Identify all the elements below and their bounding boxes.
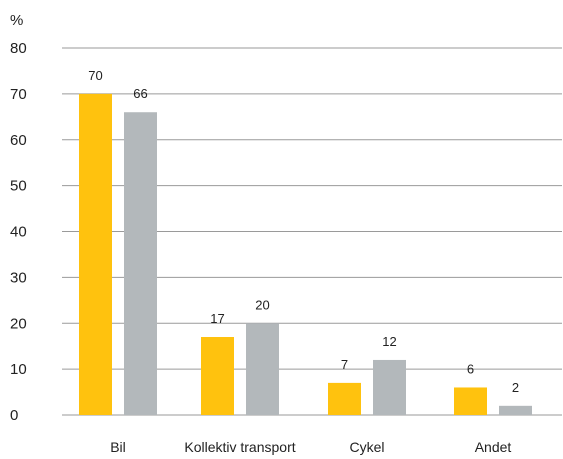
bar-2-0: [328, 382, 361, 415]
y-tick-label-20: 20: [10, 315, 27, 332]
category-label-0: Bil: [110, 439, 126, 455]
data-label-3-0: 6: [467, 361, 474, 376]
bar-3-1: [499, 405, 532, 415]
y-tick-label-40: 40: [10, 224, 27, 241]
bar-1-1: [246, 323, 279, 415]
data-label-1-0: 17: [210, 311, 224, 326]
y-tick-label-0: 0: [10, 407, 18, 424]
category-label-2: Cykel: [349, 439, 384, 455]
data-label-2-1: 12: [382, 334, 396, 349]
data-label-3-1: 2: [512, 380, 519, 395]
data-label-1-1: 20: [255, 297, 269, 312]
bar-1-0: [201, 337, 234, 415]
bar-2-1: [373, 359, 406, 415]
y-axis-ticks: 0 10 20 30 40 50 60 70 80: [10, 40, 27, 424]
y-tick-label-50: 50: [10, 178, 27, 195]
y-tick-label-30: 30: [10, 269, 27, 286]
y-tick-label-80: 80: [10, 40, 27, 57]
category-labels: Bil Kollektiv transport Cykel Andet: [110, 439, 511, 455]
y-tick-label-60: 60: [10, 132, 27, 149]
bar-3-0: [454, 387, 487, 415]
bar-0-0: [79, 93, 112, 415]
y-tick-label-70: 70: [10, 86, 27, 103]
data-labels: 70 66 17 20 7 12 6 2: [88, 68, 519, 395]
data-label-0-1: 66: [133, 86, 147, 101]
bar-0-1: [124, 112, 157, 415]
y-axis-unit-label: %: [10, 12, 23, 29]
category-label-3: Andet: [475, 439, 512, 455]
category-label-1: Kollektiv transport: [184, 439, 295, 455]
y-tick-label-10: 10: [10, 361, 27, 378]
bars: [79, 93, 532, 415]
data-label-2-0: 7: [341, 357, 348, 372]
data-label-0-0: 70: [88, 68, 102, 83]
